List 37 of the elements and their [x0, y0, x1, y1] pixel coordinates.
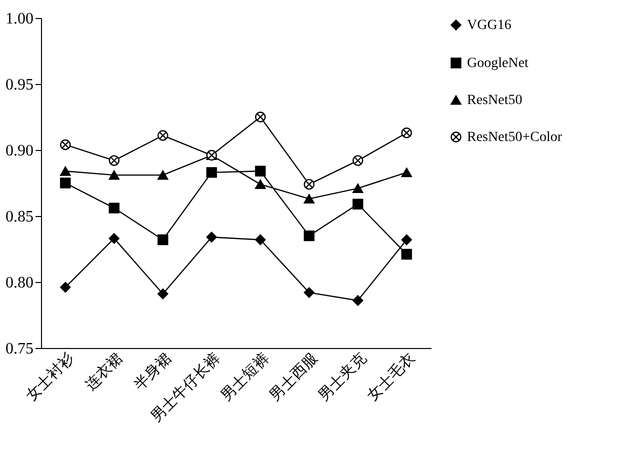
- point: [108, 202, 120, 214]
- point: [206, 167, 217, 178]
- point: [304, 194, 314, 204]
- point: [352, 184, 364, 193]
- point: [255, 166, 266, 176]
- point: [108, 170, 120, 180]
- y-tick-label: 0.75: [6, 340, 34, 358]
- point: [352, 198, 364, 210]
- point: [401, 168, 412, 178]
- point: [304, 178, 314, 190]
- point: [255, 112, 266, 122]
- point: [206, 232, 217, 242]
- y-tick-label: 0.95: [6, 76, 34, 94]
- point: [352, 295, 364, 306]
- point: [158, 234, 168, 246]
- point: [304, 230, 314, 242]
- point: [304, 287, 314, 298]
- point: [108, 233, 120, 244]
- point: [60, 282, 71, 293]
- point: [255, 180, 266, 190]
- y-tick-label: 0.80: [6, 274, 34, 292]
- point: [401, 248, 412, 260]
- y-tick-label: 0.85: [6, 208, 34, 226]
- legend-label: GoogleNet: [467, 56, 529, 71]
- y-tick-label: 1.00: [6, 10, 34, 28]
- legend-label: VGG16: [467, 18, 512, 33]
- point: [255, 234, 266, 246]
- point: [60, 166, 71, 176]
- legend-label: ResNet50: [467, 93, 522, 108]
- point: [60, 139, 71, 150]
- x-tick-label: 连衣裙: [82, 350, 126, 394]
- y-tick-label: 0.90: [6, 142, 34, 160]
- point: [158, 170, 168, 180]
- point: [401, 234, 412, 246]
- point: [60, 178, 71, 188]
- legend-label: ResNet50+Color: [467, 130, 562, 145]
- point: [158, 288, 168, 300]
